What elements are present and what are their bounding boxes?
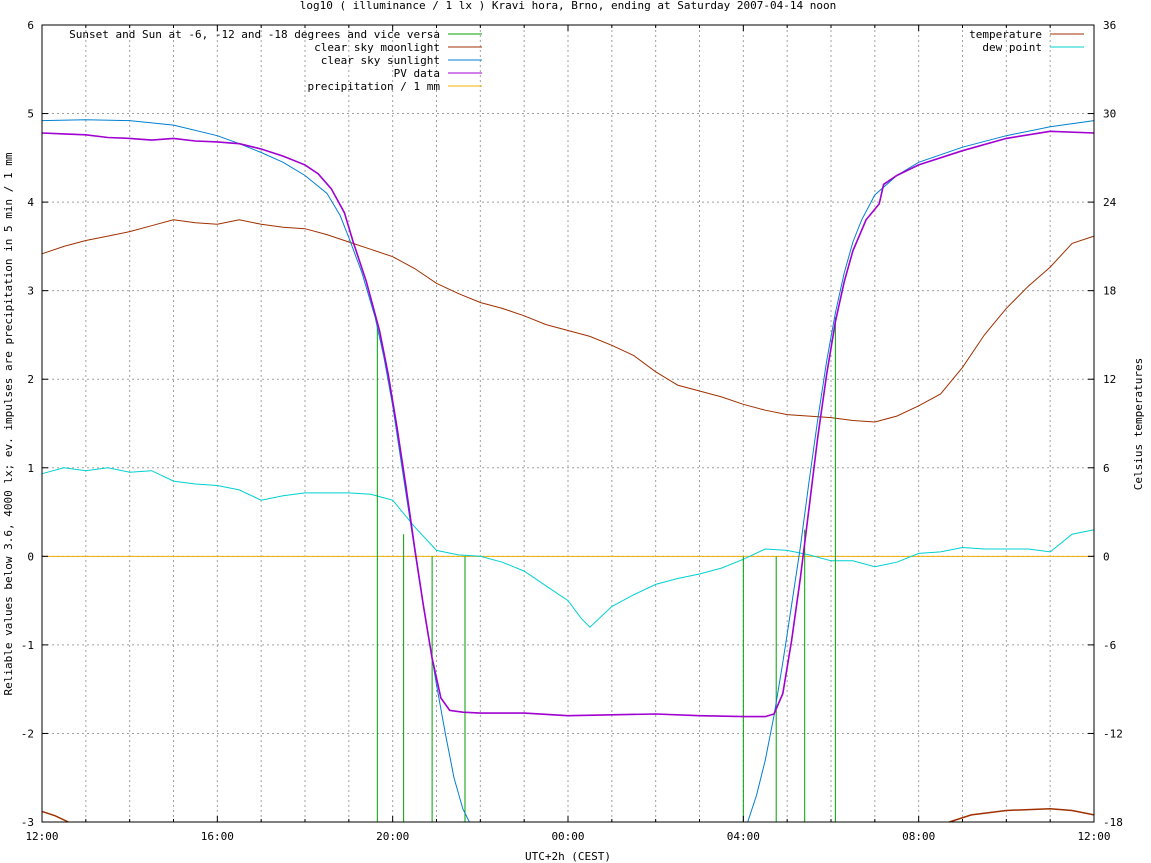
y-tick-label: 6 [27, 19, 34, 32]
x-tick-label: 12:00 [1077, 830, 1110, 843]
plot-frame [41, 24, 1095, 823]
x-tick-label: 20:00 [376, 830, 409, 843]
y-tick-label: 0 [27, 550, 34, 563]
y-tick-label: 2 [27, 373, 34, 386]
chart-title: log10 ( illuminance / 1 lx ) Kravi hora,… [300, 0, 836, 12]
legend-label: clear sky sunlight [321, 54, 440, 67]
series-layer [41, 119, 1095, 823]
x-tick-label: 16:00 [201, 830, 234, 843]
legend: Sunset and Sun at -6, -12 and -18 degree… [69, 28, 1084, 93]
y-tick-label: -3 [21, 816, 34, 829]
y2-tick-label: 36 [1103, 19, 1116, 32]
y2-tick-label: -18 [1103, 816, 1123, 829]
legend-label: dew point [982, 41, 1042, 54]
y2-tick-label: -12 [1103, 727, 1123, 740]
y-tick-label: -1 [21, 639, 34, 652]
axis-ticks: 12:00 16:00 20:00 00:00 04:00 08:00 12:00-3-2-… [21, 19, 1123, 843]
y-tick-label: 5 [27, 108, 34, 121]
temperature-line [41, 219, 1095, 423]
moonlight-line [949, 807, 1095, 823]
x-tick-label: 00:00 [551, 830, 584, 843]
y-tick-label: 3 [27, 285, 34, 298]
legend-label: clear sky moonlight [314, 41, 440, 54]
dew-point-line [41, 467, 1095, 628]
x-tick-label: 08:00 [902, 830, 935, 843]
y-axis-label: Reliable values below 3.6, 4000 lx; ev. … [2, 152, 15, 695]
x-axis-label: UTC+2h (CEST) [525, 850, 611, 863]
y2-tick-label: 0 [1103, 550, 1110, 563]
x-tick-label: 12:00 [25, 830, 58, 843]
y-tick-label: 1 [27, 462, 34, 475]
legend-label: precipitation / 1 mm [308, 80, 441, 93]
y-tick-label: 4 [27, 196, 34, 209]
y2-axis-label: Celsius temperatures [1132, 358, 1145, 490]
y2-tick-label: 12 [1103, 373, 1116, 386]
y-tick-label: -2 [21, 727, 34, 740]
y2-tick-label: 6 [1103, 462, 1110, 475]
grid [42, 25, 1094, 822]
legend-label: temperature [969, 28, 1042, 41]
y2-tick-label: -6 [1103, 639, 1116, 652]
y2-tick-label: 18 [1103, 285, 1116, 298]
pv-data-line [41, 130, 1095, 718]
moonlight-line [41, 810, 69, 823]
y2-tick-label: 30 [1103, 108, 1116, 121]
legend-label: PV data [394, 67, 440, 80]
y2-tick-label: 24 [1103, 196, 1117, 209]
sunlight-line [41, 119, 1095, 823]
legend-label: Sunset and Sun at -6, -12 and -18 degree… [69, 28, 440, 41]
x-tick-label: 04:00 [727, 830, 760, 843]
